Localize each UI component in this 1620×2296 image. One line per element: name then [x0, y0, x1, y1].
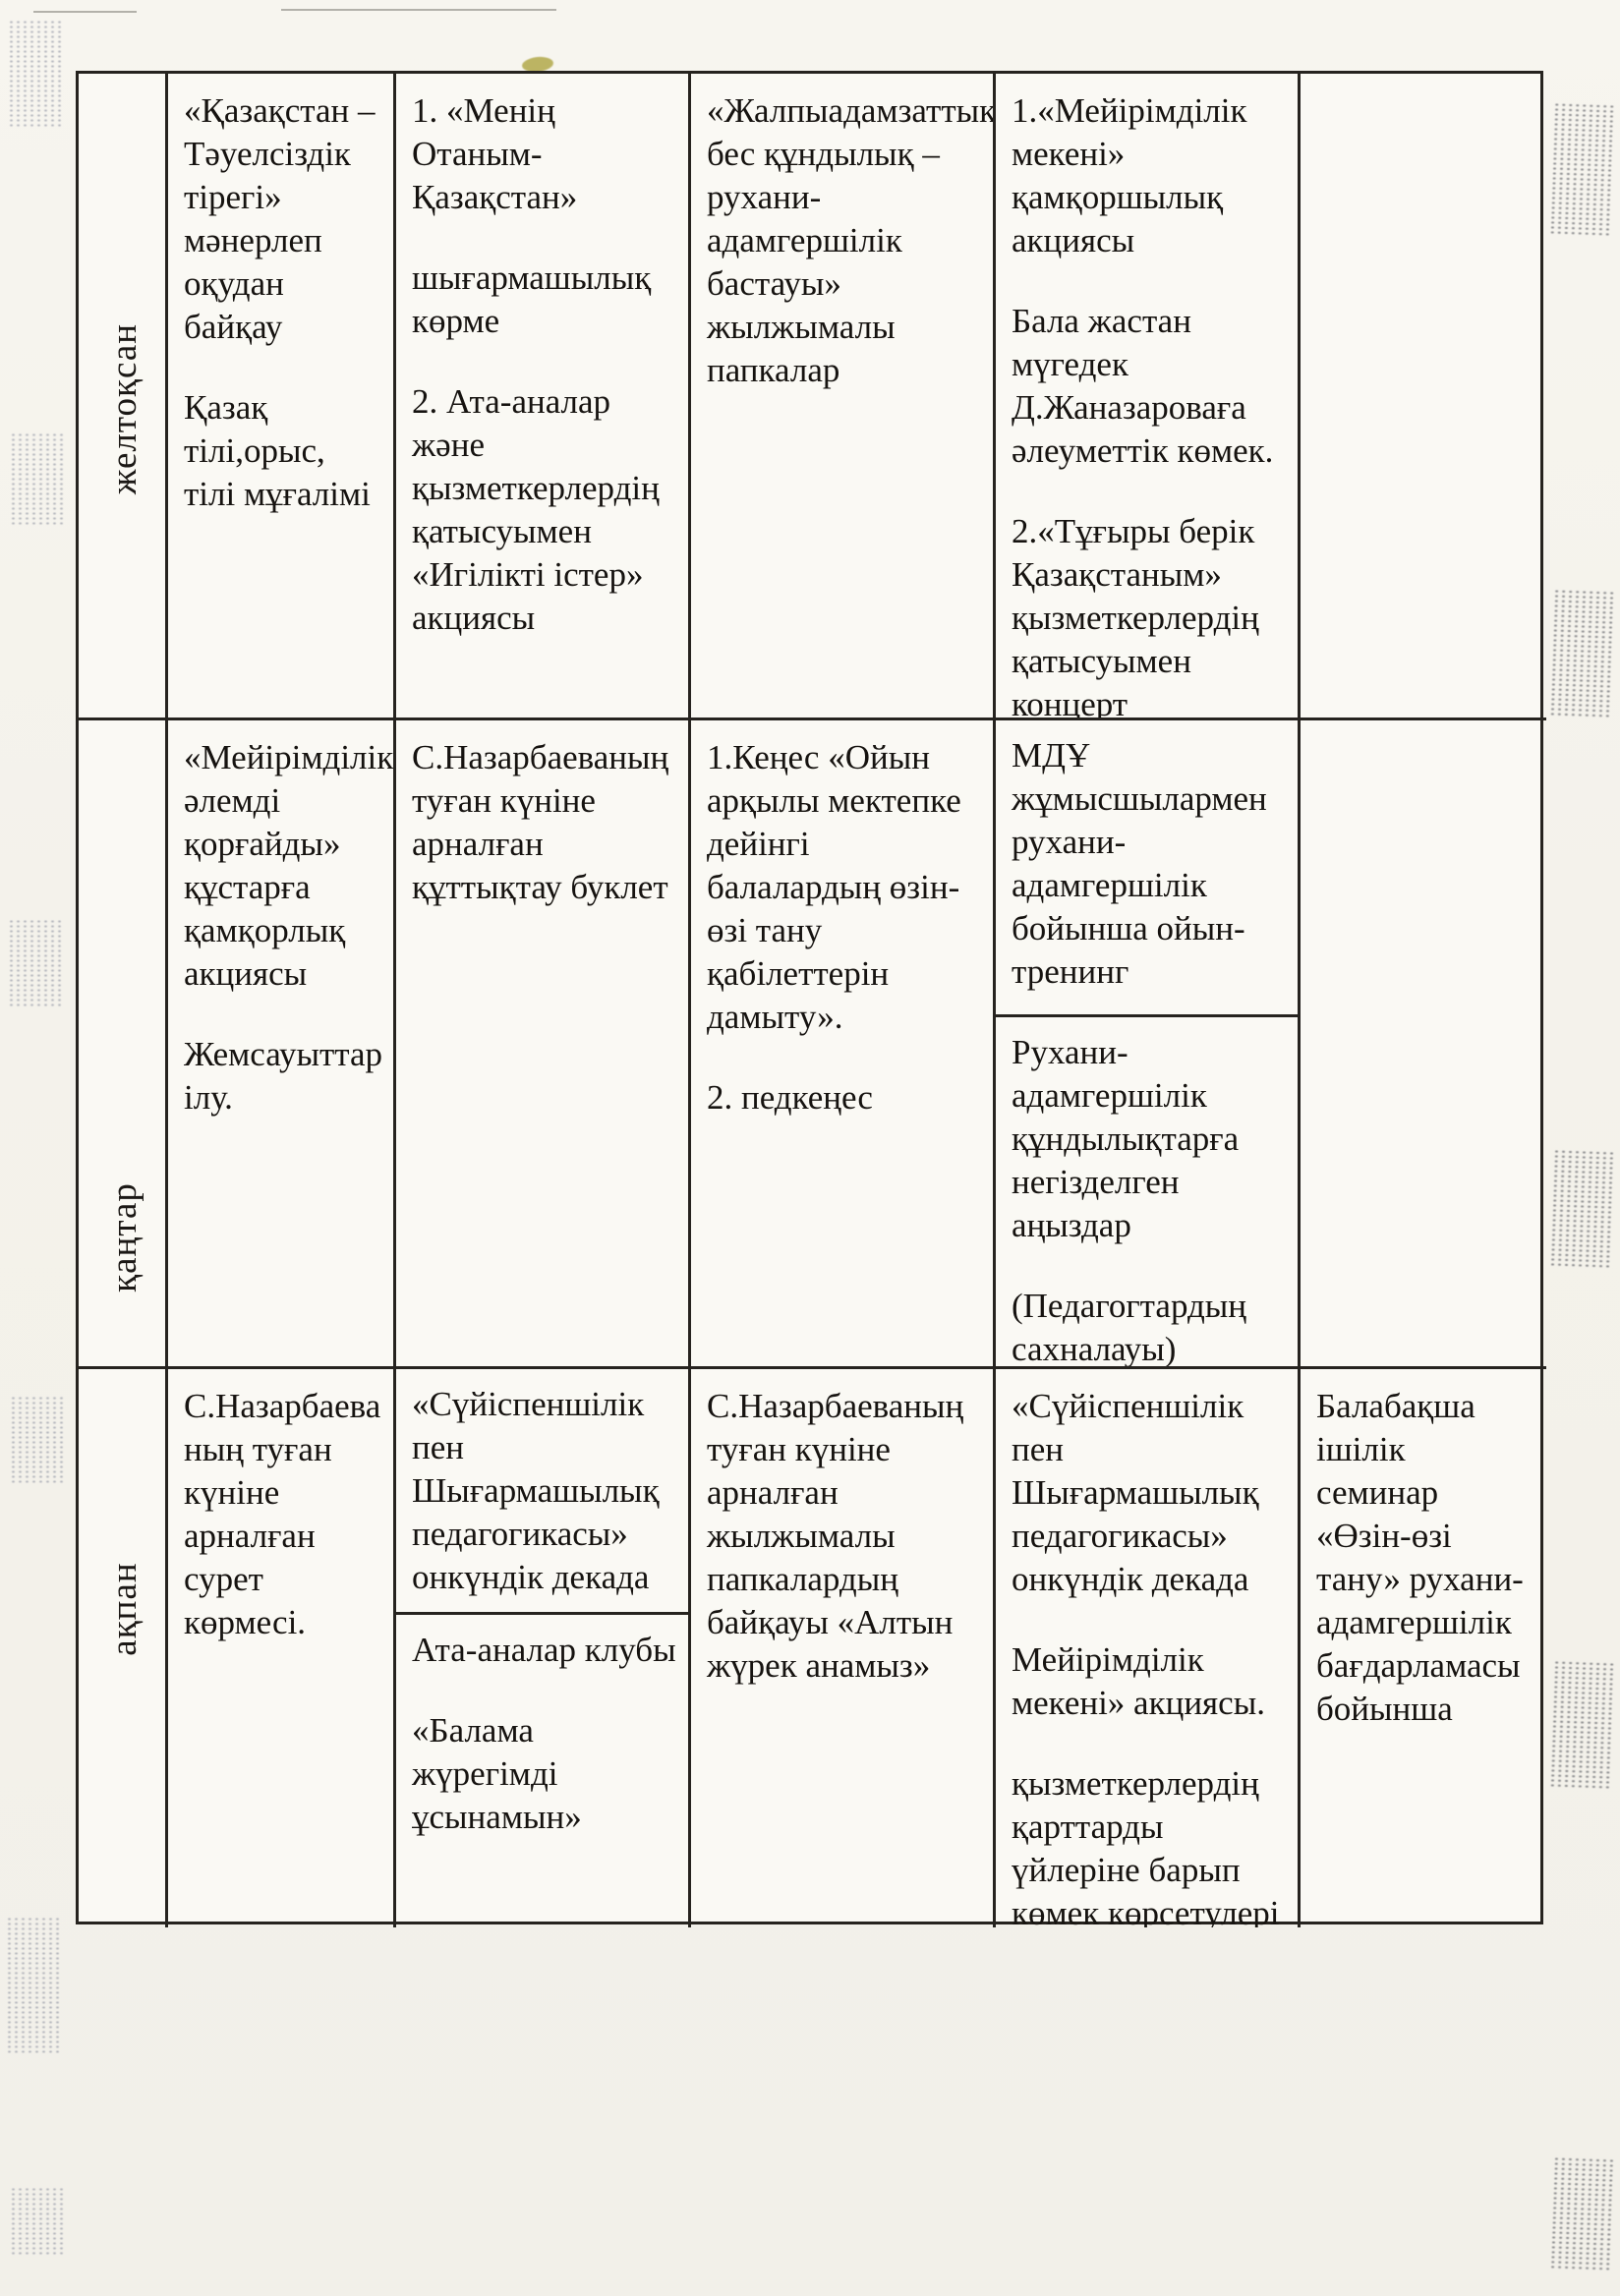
scan-line: [33, 11, 137, 13]
cell-paragraph: 2. педкеңес: [707, 1078, 873, 1117]
cell-paragraph: Мейірімділік мекені» акциясы.: [1012, 1640, 1265, 1722]
cell-paragraph: 1.Кеңес «Ойын арқылы мектепке дейінгі ба…: [707, 738, 961, 1036]
month-cell-january: қаңтар: [79, 720, 168, 1369]
cell-section: «Сүйіспеншілік пен Шығармашылық педагоги…: [396, 1369, 688, 1615]
cell-paragraph: С.Назарбаева ның туған күніне арналған с…: [184, 1387, 381, 1641]
cell-paragraph: «Жалпыадамзаттық бес құндылық – рухани-а…: [707, 91, 996, 389]
plan-cell-feb-actions: «Сүйіспеншілік пен Шығармашылық педагоги…: [996, 1369, 1301, 1927]
cell-paragraph: «Сүйіспеншілік пен Шығармашылық педагоги…: [1012, 1387, 1259, 1598]
plan-cell-feb-exhibition: С.Назарбаева ның туған күніне арналған с…: [168, 1369, 396, 1927]
plan-cell-jan-empty: [1301, 720, 1546, 1369]
cell-paragraph: С.Назарбаеваның туған күніне арналған жы…: [707, 1387, 964, 1685]
cell-paragraph: (Педагогтардың сахналауы): [1012, 1287, 1247, 1366]
cell-paragraph: МДҰ жұмысшылармен рухани-адамгершілік бо…: [1012, 736, 1267, 991]
plan-cell-dec-folders: «Жалпыадамзаттық бес құндылық – рухани-а…: [691, 74, 996, 720]
cell-paragraph: 1. «Менің Отаным-Қазақстан»: [412, 91, 578, 216]
scan-smudge: [10, 432, 67, 526]
scan-line: [281, 9, 556, 11]
cell-section: МДҰ жұмысшылармен рухани-адамгершілік бо…: [996, 720, 1298, 1017]
month-label-january: қаңтар: [103, 1181, 145, 1292]
cell-paragraph: «Мейірімділік әлемді қорғайды» құстарға …: [184, 738, 394, 993]
cell-paragraph: Ата-аналар клубы: [412, 1631, 676, 1669]
plan-cell-feb-contest: С.Назарбаеваның туған күніне арналған жы…: [691, 1369, 996, 1927]
cell-paragraph: 2. Ата-аналар және қызметкерлердің қатыс…: [412, 382, 660, 637]
cell-paragraph: Жемсауыттар ілу.: [184, 1035, 383, 1117]
cell-paragraph: Бала жастан мүгедек Д.Жаназароваға әлеум…: [1012, 302, 1274, 470]
scan-smudge: [8, 20, 65, 128]
cell-paragraph: Балабақша ішілік семинар «Өзін-өзі тану»…: [1316, 1387, 1524, 1728]
scan-smudge: [1548, 1659, 1617, 1791]
activity-plan-table: желтоқсан «Қазақстан – Тәуелсіздік тірег…: [76, 71, 1546, 1927]
cell-paragraph: Қазақ тілі,орыс, тілі мұғалімі: [184, 388, 371, 513]
cell-paragraph: «Қазақстан – Тәуелсіздік тірегі» мәнерле…: [184, 91, 376, 346]
month-label-december: желтоқсан: [103, 322, 145, 494]
cell-paragraph: 1.«Мейірімділік мекені» қамқоршылық акци…: [1012, 91, 1247, 259]
month-cell-february: ақпан: [79, 1369, 168, 1927]
cell-paragraph: Рухани-адамгершілік құндылықтарға негізд…: [1012, 1033, 1240, 1244]
cell-paragraph: «Сүйіспеншілік пен Шығармашылық педагоги…: [412, 1385, 660, 1596]
scan-smudge: [10, 1396, 67, 1484]
plan-cell-jan-events: «Мейірімділік әлемді қорғайды» құстарға …: [168, 720, 396, 1369]
cell-paragraph: шығармашылық көрме: [412, 258, 652, 340]
plan-cell-dec-empty: [1301, 74, 1546, 720]
cell-paragraph: 2.«Тұғыры берік Қазақстаным» қызметкерле…: [1012, 512, 1259, 720]
cell-paragraph: «Балама жүрегімді ұсынамын»: [412, 1711, 582, 1836]
plan-cell-dec-exhibitions: 1. «Менің Отаным-Қазақстан» шығармашылық…: [396, 74, 691, 720]
scan-smudge: [1548, 1148, 1617, 1270]
cell-section: Рухани-адамгершілік құндылықтарға негізд…: [996, 1017, 1298, 1366]
plan-cell-dec-actions: 1.«Мейірімділік мекені» қамқоршылық акци…: [996, 74, 1301, 720]
scan-smudge: [1549, 2155, 1616, 2272]
scan-smudge: [1548, 101, 1617, 238]
plan-cell-jan-councils: 1.Кеңес «Ойын арқылы мектепке дейінгі ба…: [691, 720, 996, 1369]
plan-cell-dec-events: «Қазақстан – Тәуелсіздік тірегі» мәнерле…: [168, 74, 396, 720]
scan-smudge: [10, 2187, 67, 2256]
scan-smudge: [1548, 588, 1617, 719]
scan-smudge: [6, 1917, 63, 2054]
cell-paragraph: С.Назарбаеваның туған күніне арналған құ…: [412, 738, 669, 906]
scan-smudge: [8, 919, 65, 1007]
month-cell-december: желтоқсан: [79, 74, 168, 720]
cell-paragraph: қызметкерлердің қарттарды үйлеріне барып…: [1012, 1764, 1280, 1927]
cell-section: Ата-аналар клубы «Балама жүрегімді ұсына…: [396, 1615, 688, 1927]
plan-cell-jan-staff: МДҰ жұмысшылармен рухани-адамгершілік бо…: [996, 720, 1301, 1369]
plan-cell-feb-decade: «Сүйіспеншілік пен Шығармашылық педагоги…: [396, 1369, 691, 1927]
plan-cell-feb-seminar: Балабақша ішілік семинар «Өзін-өзі тану»…: [1301, 1369, 1546, 1927]
plan-cell-jan-booklet: С.Назарбаеваның туған күніне арналған құ…: [396, 720, 691, 1369]
month-label-february: ақпан: [103, 1562, 145, 1656]
